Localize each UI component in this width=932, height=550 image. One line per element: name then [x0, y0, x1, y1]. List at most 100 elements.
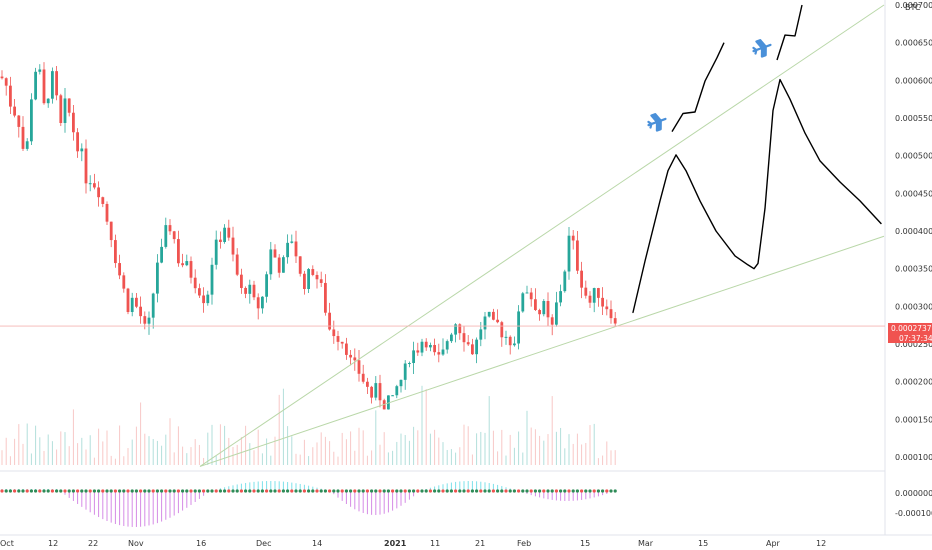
candle-body[interactable]: [59, 95, 63, 123]
candle-body[interactable]: [105, 203, 109, 222]
candle-body[interactable]: [357, 360, 361, 374]
candle-body[interactable]: [80, 148, 84, 152]
candle-body[interactable]: [433, 344, 436, 353]
candlesticks[interactable]: [0, 62, 617, 410]
candle-body[interactable]: [424, 341, 428, 348]
candle-body[interactable]: [546, 301, 550, 318]
candle-body[interactable]: [261, 296, 264, 309]
candle-body[interactable]: [290, 241, 294, 243]
candle-body[interactable]: [315, 274, 319, 280]
candle-body[interactable]: [135, 297, 138, 307]
candle-body[interactable]: [483, 316, 487, 330]
candle-body[interactable]: [492, 311, 495, 320]
candle-body[interactable]: [206, 294, 210, 304]
candle-body[interactable]: [42, 69, 46, 104]
candle-body[interactable]: [139, 306, 142, 317]
candle-body[interactable]: [403, 363, 407, 380]
candle-body[interactable]: [55, 71, 58, 96]
candle-body[interactable]: [332, 329, 336, 337]
candle-body[interactable]: [534, 299, 537, 311]
candle-body[interactable]: [370, 386, 373, 398]
candle-body[interactable]: [466, 342, 470, 345]
candle-body[interactable]: [550, 317, 554, 325]
candle-body[interactable]: [13, 106, 16, 116]
candle-body[interactable]: [378, 383, 382, 401]
candle-body[interactable]: [76, 132, 79, 152]
candle-body[interactable]: [471, 344, 474, 355]
candle-body[interactable]: [349, 354, 352, 358]
candle-body[interactable]: [601, 297, 604, 307]
candle-body[interactable]: [387, 395, 390, 410]
candle-body[interactable]: [17, 115, 21, 127]
candle-body[interactable]: [479, 329, 483, 340]
candle-body[interactable]: [277, 257, 281, 273]
candle-body[interactable]: [269, 249, 273, 275]
candle-body[interactable]: [118, 263, 121, 276]
price-axis[interactable]: 0.00070000 0.00065000 0.00060000 0.00055000…: [895, 1, 932, 462]
candle-body[interactable]: [567, 235, 571, 272]
candle-body[interactable]: [613, 318, 617, 324]
candle-body[interactable]: [109, 221, 113, 241]
candle-body[interactable]: [475, 339, 478, 355]
candle-body[interactable]: [93, 183, 96, 188]
candle-body[interactable]: [101, 197, 105, 204]
candle-body[interactable]: [441, 349, 445, 355]
candle-body[interactable]: [458, 324, 462, 334]
candle-body[interactable]: [580, 270, 583, 288]
candle-body[interactable]: [122, 275, 126, 289]
candle-body[interactable]: [391, 395, 394, 397]
candle-body[interactable]: [51, 71, 54, 99]
candle-body[interactable]: [177, 239, 180, 264]
candle-body[interactable]: [172, 231, 176, 240]
candle-body[interactable]: [605, 306, 609, 310]
candle-body[interactable]: [408, 363, 411, 365]
candle-body[interactable]: [345, 343, 348, 355]
candle-body[interactable]: [542, 301, 546, 315]
candle-body[interactable]: [193, 277, 197, 289]
candle-body[interactable]: [336, 336, 340, 342]
candle-body[interactable]: [437, 352, 441, 355]
candle-body[interactable]: [374, 383, 378, 398]
candle-body[interactable]: [202, 295, 205, 304]
candle-body[interactable]: [597, 288, 600, 298]
candle-body[interactable]: [63, 98, 67, 123]
candle-body[interactable]: [366, 381, 369, 387]
candle-body[interactable]: [248, 284, 252, 294]
candle-body[interactable]: [210, 264, 214, 295]
candle-body[interactable]: [496, 319, 499, 323]
candle-body[interactable]: [445, 341, 449, 350]
candle-body[interactable]: [223, 227, 226, 242]
candle-body[interactable]: [592, 288, 596, 303]
candle-body[interactable]: [219, 239, 222, 242]
candle-body[interactable]: [319, 279, 323, 283]
candle-body[interactable]: [4, 78, 8, 86]
candle-body[interactable]: [265, 274, 268, 297]
candle-body[interactable]: [227, 227, 231, 238]
candle-body[interactable]: [420, 341, 424, 353]
candle-body[interactable]: [244, 287, 247, 294]
candle-body[interactable]: [563, 271, 567, 292]
candle-body[interactable]: [454, 324, 457, 335]
candle-body[interactable]: [25, 141, 29, 149]
candle-body[interactable]: [353, 357, 357, 361]
candle-body[interactable]: [521, 293, 525, 312]
candle-body[interactable]: [21, 126, 25, 149]
candle-body[interactable]: [429, 344, 432, 348]
candle-body[interactable]: [273, 249, 277, 258]
candle-body[interactable]: [294, 241, 298, 257]
candle-body[interactable]: [72, 112, 75, 133]
candle-body[interactable]: [525, 292, 529, 294]
candle-body[interactable]: [571, 235, 575, 241]
candle-body[interactable]: [231, 237, 235, 255]
candle-body[interactable]: [588, 295, 592, 303]
candle-body[interactable]: [576, 240, 579, 271]
candle-body[interactable]: [399, 379, 403, 387]
candle-body[interactable]: [508, 336, 512, 346]
candle-body[interactable]: [30, 99, 33, 142]
candle-body[interactable]: [517, 311, 520, 344]
candle-body[interactable]: [311, 269, 315, 275]
candle-body[interactable]: [46, 98, 50, 104]
candle-body[interactable]: [340, 341, 344, 344]
candle-body[interactable]: [462, 333, 466, 343]
